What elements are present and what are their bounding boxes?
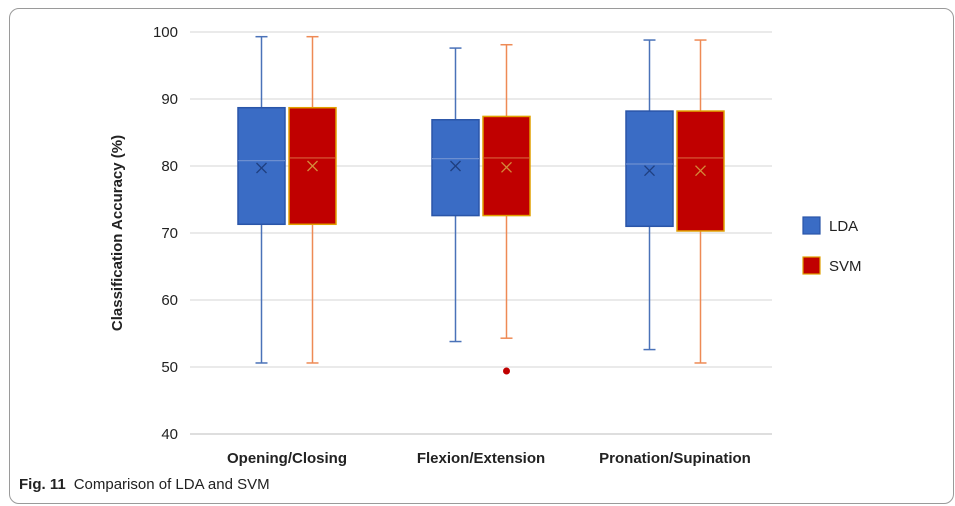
y-axis-ticks: 40 50 60 70 80 90 100 — [153, 24, 178, 443]
figure-number: Fig. 11 — [19, 476, 66, 493]
figure-caption: Fig. 11 Comparison of LDA and SVM — [19, 476, 270, 493]
y-tick-label: 90 — [161, 91, 178, 108]
mean-marker — [695, 165, 706, 177]
mean-marker — [450, 160, 461, 172]
x-axis-categories: Opening/Closing Flexion/Extension Pronatio… — [227, 450, 751, 467]
legend-label-lda: LDA — [829, 218, 858, 235]
y-tick-label: 100 — [153, 24, 178, 41]
box-iqr — [625, 110, 674, 228]
box-svm — [288, 35, 337, 364]
y-tick-label: 70 — [161, 225, 178, 242]
box-svm — [676, 39, 725, 364]
legend-swatch-lda — [802, 216, 821, 235]
mean-marker — [644, 165, 655, 177]
x-category-label: Opening/Closing — [227, 450, 347, 467]
box-lda — [625, 39, 674, 351]
figure-caption-text: Comparison of LDA and SVM — [73, 476, 270, 493]
outlier-point — [503, 367, 510, 375]
y-axis-title: Classification Accuracy (%) — [109, 135, 126, 331]
gridlines — [190, 31, 772, 435]
x-category-label: Pronation/Supination — [599, 450, 751, 467]
legend-swatch-svm — [802, 256, 821, 275]
mean-marker — [256, 162, 267, 174]
box-iqr — [237, 106, 286, 226]
box-lda — [237, 35, 286, 364]
y-tick-label: 60 — [161, 292, 178, 309]
box-iqr — [431, 119, 480, 217]
boxplot-chart: 40 50 60 70 80 90 100 Classification Accuracy … — [109, 24, 862, 467]
y-tick-label: 80 — [161, 158, 178, 175]
legend-label-svm: SVM — [829, 258, 862, 275]
box-svm — [482, 43, 531, 375]
box-iqr — [482, 115, 531, 217]
boxes — [237, 35, 725, 375]
y-tick-label: 40 — [161, 426, 178, 443]
figure-frame — [9, 8, 954, 504]
box-lda — [431, 47, 480, 343]
x-category-label: Flexion/Extension — [417, 450, 545, 467]
legend: LDA SVM — [802, 216, 862, 275]
mean-marker — [307, 160, 318, 172]
y-tick-label: 50 — [161, 359, 178, 376]
mean-marker — [501, 161, 512, 173]
